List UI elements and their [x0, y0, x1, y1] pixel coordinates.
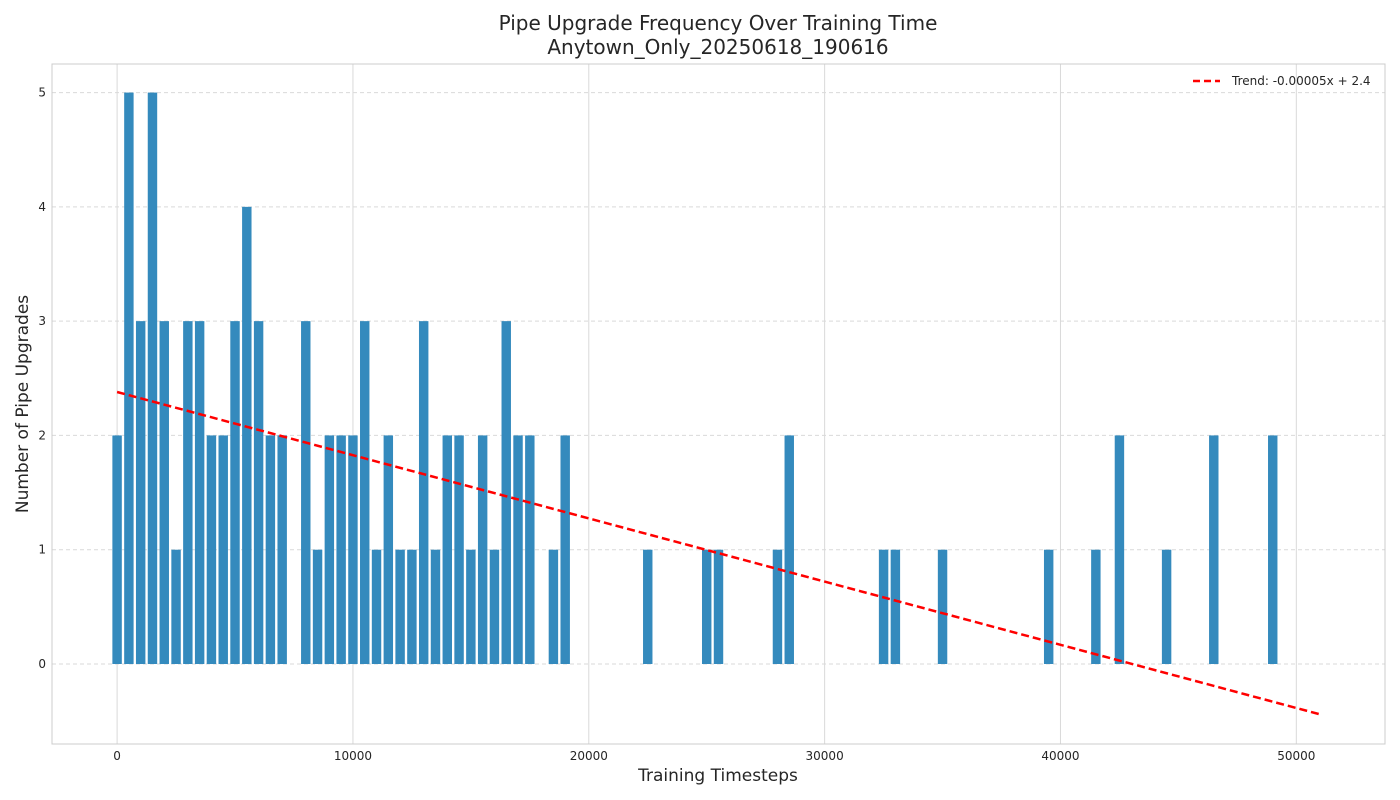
bar — [1043, 549, 1054, 664]
chart-title: Pipe Upgrade Frequency Over Training Tim… — [499, 11, 938, 35]
plot-area-frame — [51, 63, 1386, 745]
x-tick-label: 0 — [113, 749, 121, 763]
bar — [454, 435, 464, 664]
y-tick-label: 2 — [38, 428, 46, 442]
x-tick-label: 40000 — [1041, 749, 1079, 763]
bar — [489, 549, 500, 664]
y-tick-label: 5 — [38, 86, 46, 100]
bar — [890, 549, 901, 664]
bar — [265, 435, 276, 664]
bar — [230, 321, 240, 664]
bar — [772, 549, 783, 664]
bar — [171, 549, 181, 664]
x-gridlines — [116, 64, 1297, 744]
bar — [466, 549, 476, 664]
bar — [112, 435, 122, 664]
bar — [1114, 435, 1125, 664]
bar — [124, 92, 134, 665]
bar — [442, 435, 452, 664]
chart-subtitle: Anytown_Only_20250618_190616 — [547, 35, 888, 59]
bar — [878, 549, 889, 664]
bar — [784, 435, 794, 664]
bar — [513, 435, 523, 664]
bar — [937, 549, 948, 664]
bar — [253, 321, 264, 664]
bar — [324, 435, 335, 664]
bar — [1209, 435, 1219, 664]
bar — [1161, 549, 1172, 664]
bar — [713, 549, 724, 664]
bar-series — [112, 92, 1278, 665]
bar — [477, 435, 488, 664]
x-tick-label: 20000 — [570, 749, 608, 763]
bar — [159, 321, 169, 664]
bar — [430, 549, 441, 664]
bar — [701, 549, 712, 664]
x-tick-label: 30000 — [806, 749, 844, 763]
trend-line-group — [116, 390, 1321, 716]
y-tick-label: 4 — [38, 200, 46, 214]
x-axis-label: Training Timesteps — [637, 766, 798, 786]
trend-line — [116, 390, 1321, 716]
bar — [383, 435, 394, 664]
bar — [135, 321, 146, 664]
y-axis-label: Number of Pipe Upgrades — [13, 295, 33, 513]
bar — [242, 206, 252, 664]
bar — [501, 321, 511, 664]
bar — [548, 549, 559, 664]
y-tick-label: 0 — [38, 657, 46, 671]
bar — [312, 549, 323, 664]
y-tick-label: 3 — [38, 314, 46, 328]
bar — [371, 549, 382, 664]
bar — [395, 549, 405, 664]
bar — [336, 435, 346, 664]
bar — [183, 321, 193, 664]
legend: Trend: -0.00005x + 2.4 — [1193, 74, 1371, 88]
bar — [1091, 549, 1101, 664]
legend-trend-label: Trend: -0.00005x + 2.4 — [1231, 74, 1371, 88]
bar — [407, 549, 417, 664]
bar — [418, 321, 429, 664]
bar — [348, 435, 358, 664]
bar — [525, 435, 535, 664]
bar — [277, 435, 287, 664]
y-tick-label: 1 — [38, 543, 46, 557]
bar — [218, 435, 228, 664]
x-tick-label: 50000 — [1277, 749, 1315, 763]
bar — [147, 92, 158, 665]
bar — [301, 321, 311, 664]
bar — [360, 321, 370, 664]
y-tick-labels: 0 1 2 3 4 5 — [38, 86, 46, 671]
bar — [560, 435, 570, 664]
bar — [194, 321, 205, 664]
x-tick-labels: 0 10000 20000 30000 40000 50000 — [113, 749, 1315, 763]
bar — [206, 435, 217, 664]
bar — [1268, 435, 1278, 664]
x-tick-label: 10000 — [334, 749, 372, 763]
bar — [643, 549, 653, 664]
